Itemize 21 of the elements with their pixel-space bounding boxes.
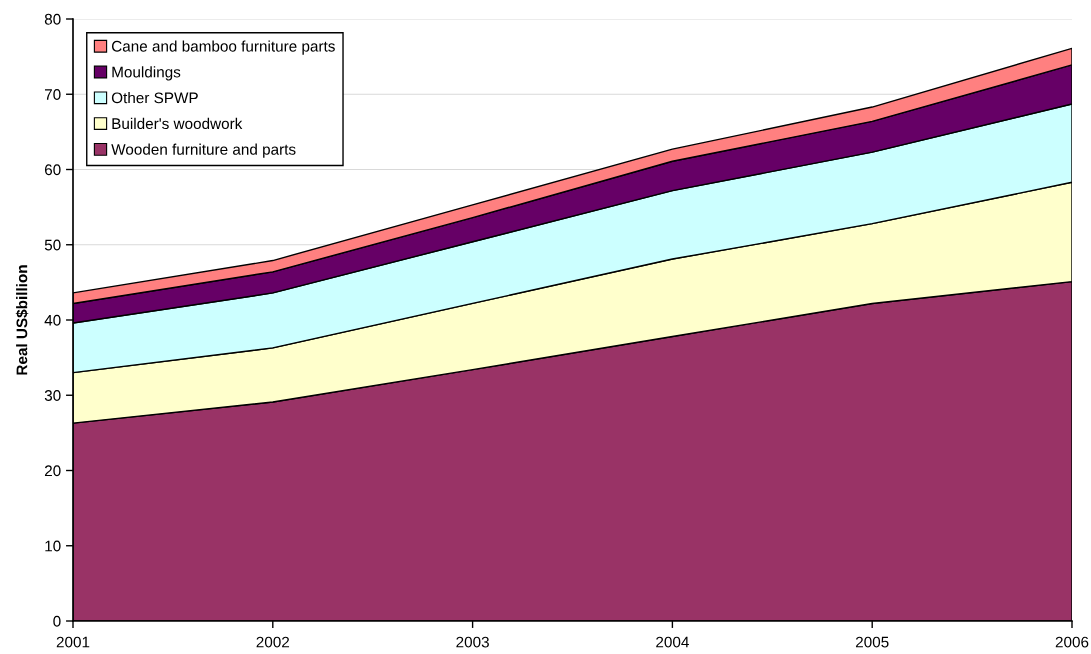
y-tick-label: 60 xyxy=(44,164,61,176)
x-tick-label: 2001 xyxy=(56,636,90,648)
y-tick-label: 50 xyxy=(44,239,61,251)
y-tick-label: 70 xyxy=(44,89,61,100)
y-axis-title: Real US$billion xyxy=(15,265,29,375)
legend-label: Wooden furniture and parts xyxy=(111,143,296,158)
legend-label: Mouldings xyxy=(112,66,181,81)
x-tick-label: 2004 xyxy=(656,636,689,648)
x-tick-label: 2002 xyxy=(256,636,290,648)
x-tick-label: 2003 xyxy=(456,636,489,648)
legend-label: Cane and bamboo furniture parts xyxy=(111,40,335,55)
y-tick-label: 30 xyxy=(44,390,61,401)
x-tick-label: 2006 xyxy=(1055,636,1089,648)
x-tick-label: 2005 xyxy=(855,636,889,648)
legend-label: Other SPWP xyxy=(111,92,198,104)
y-tick-label: 10 xyxy=(45,540,61,552)
y-tick-label: 40 xyxy=(44,314,61,326)
y-tick-label: 80 xyxy=(44,13,61,25)
y-tick-label: 20 xyxy=(44,465,61,477)
y-tick-label: 0 xyxy=(53,615,61,627)
legend-label: Builder's woodwork xyxy=(112,117,243,130)
